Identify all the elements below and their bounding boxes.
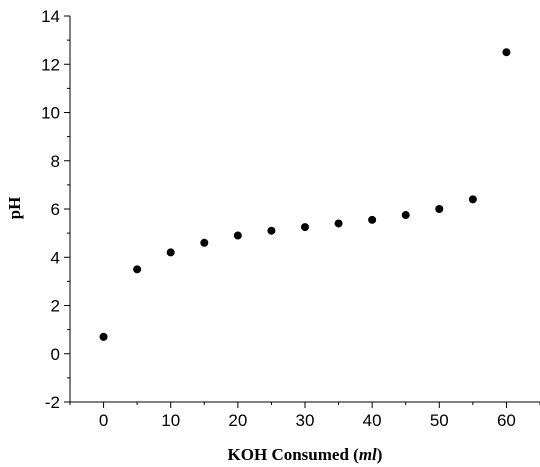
- y-tick-label: -2: [45, 393, 60, 412]
- y-axis-title: pH: [5, 197, 24, 220]
- x-tick-label: 30: [296, 411, 315, 430]
- data-point: [368, 215, 377, 224]
- x-tick-label: 40: [363, 411, 382, 430]
- y-tick-label: 2: [51, 297, 60, 316]
- data-point: [334, 219, 343, 228]
- data-point: [468, 195, 477, 204]
- data-point: [267, 226, 276, 235]
- data-point: [435, 205, 444, 213]
- data-point: [166, 248, 175, 257]
- data-point: [233, 231, 242, 240]
- x-tick-label: 60: [497, 411, 516, 430]
- x-tick-label: 50: [430, 411, 449, 430]
- data-point: [133, 265, 142, 274]
- x-tick-label: 10: [161, 411, 180, 430]
- axes: [69, 16, 540, 403]
- data-points: [99, 48, 511, 341]
- x-axis-title: KOH Consumed (ml): [228, 445, 383, 464]
- x-tick-label: 20: [228, 411, 247, 430]
- data-point: [200, 238, 209, 247]
- data-point: [502, 48, 511, 57]
- y-tick-label: 12: [41, 55, 60, 74]
- data-point: [401, 211, 410, 220]
- y-tick-label: 14: [41, 7, 60, 26]
- y-tick-label: 6: [51, 200, 60, 219]
- y-tick-label: 8: [51, 152, 60, 171]
- ticks: 0 10 20 30 40 50 60 -2 0 2 4 6 8 10 12 14: [41, 7, 540, 430]
- y-tick-label: 0: [51, 345, 60, 364]
- x-tick-label: 0: [99, 411, 108, 430]
- data-point: [301, 223, 309, 232]
- y-tick-label: 10: [41, 104, 60, 123]
- y-tick-label: 4: [51, 248, 60, 267]
- data-point: [99, 332, 108, 341]
